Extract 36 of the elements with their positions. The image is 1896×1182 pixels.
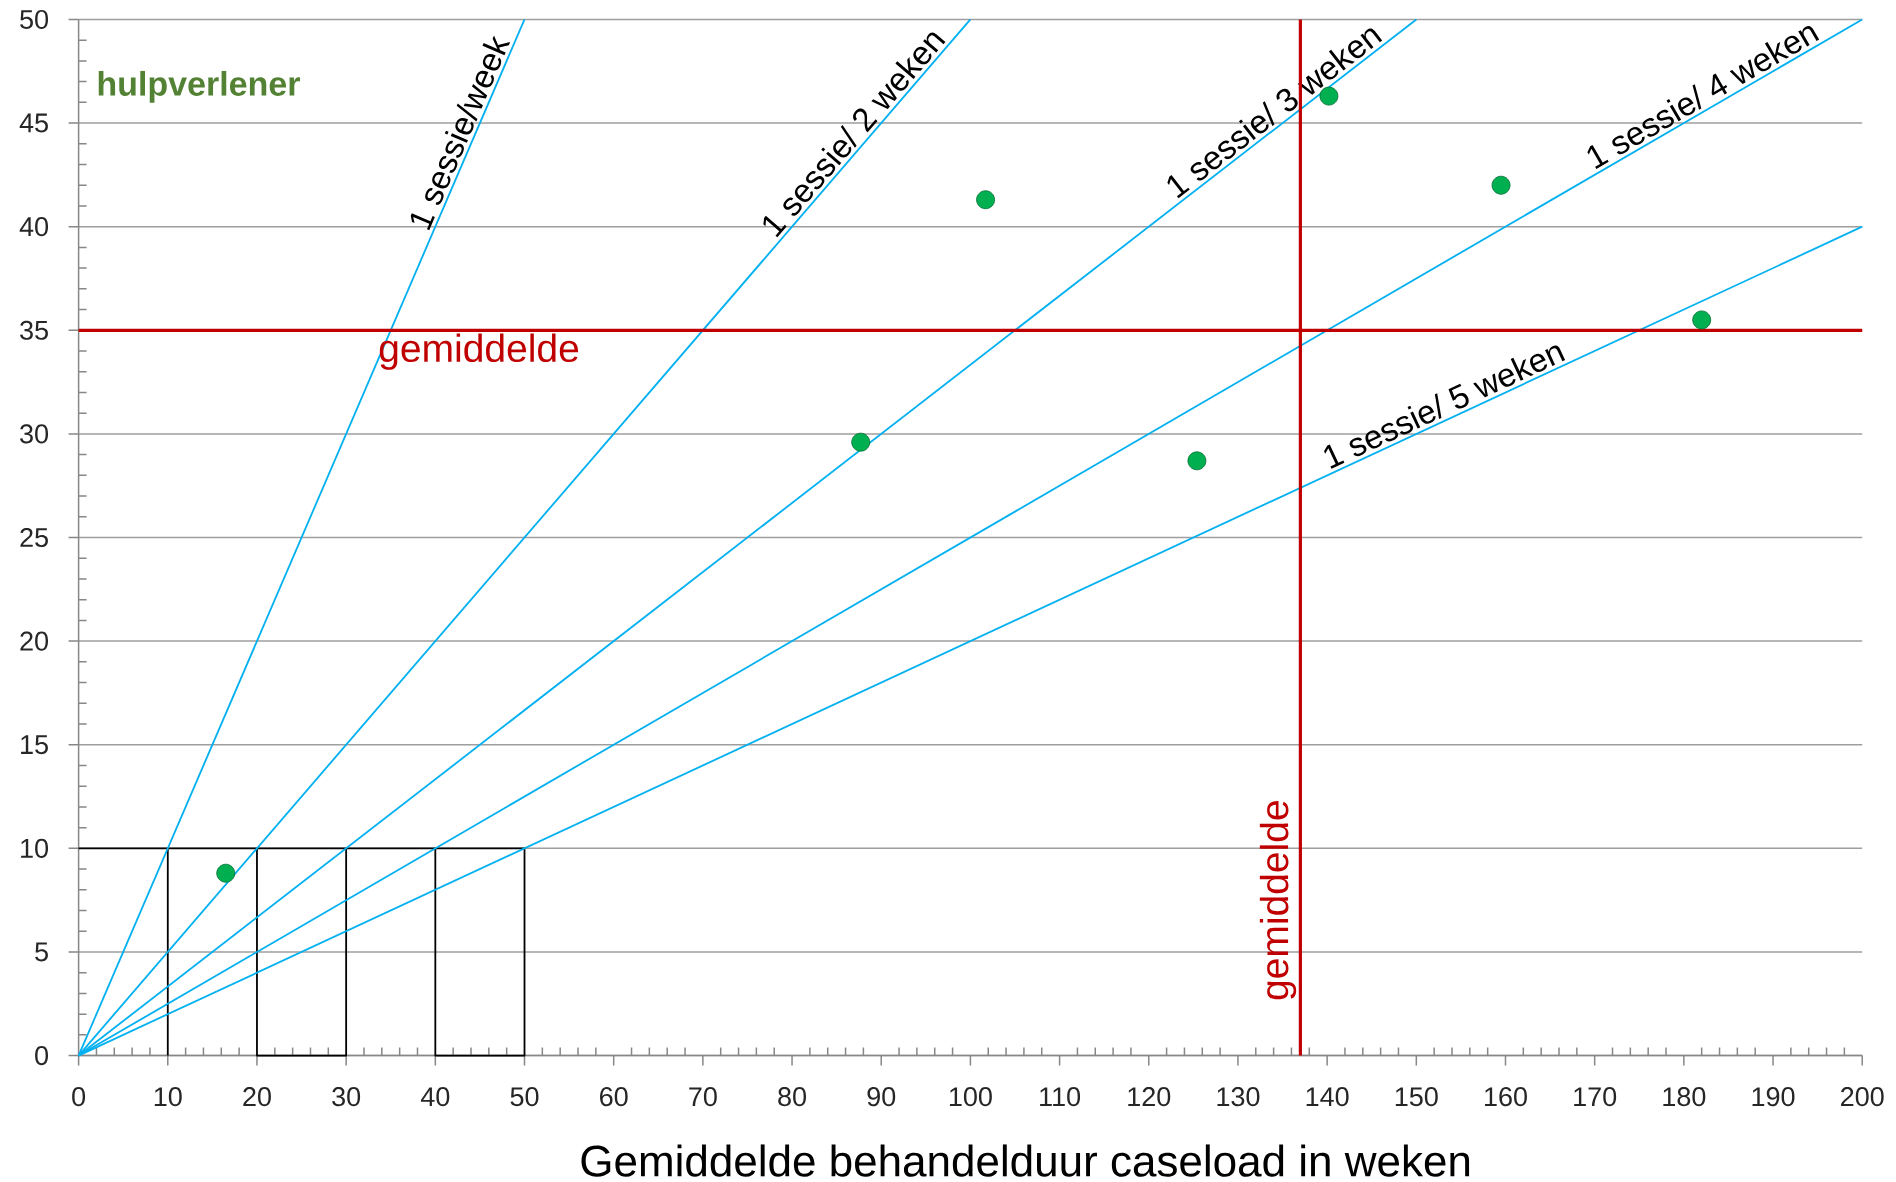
x-tick-label: 20 bbox=[243, 1087, 271, 1107]
x-tick-label: 120 bbox=[1128, 1087, 1171, 1107]
x-tick-label: 60 bbox=[600, 1087, 628, 1107]
ref-line-label: gemiddelde bbox=[1259, 801, 1297, 1000]
y-tick-label: 35 bbox=[20, 320, 48, 340]
y-tick-label: 10 bbox=[21, 838, 49, 858]
y-tick-label: 20 bbox=[20, 631, 49, 651]
x-tick-label: 80 bbox=[778, 1087, 806, 1107]
x-tick-label: 200 bbox=[1841, 1087, 1884, 1107]
x-tick-label: 190 bbox=[1752, 1087, 1795, 1107]
y-tick-label: 30 bbox=[20, 424, 49, 444]
x-tick-label: 40 bbox=[420, 1087, 450, 1107]
x-tick-label: 10 bbox=[154, 1087, 182, 1107]
x-tick-label: 140 bbox=[1306, 1087, 1349, 1107]
y-tick-label: 45 bbox=[19, 113, 48, 133]
x-tick-label: 110 bbox=[1040, 1087, 1081, 1107]
x-tick-label: 0 bbox=[72, 1087, 86, 1107]
x-tick-label: 100 bbox=[949, 1087, 992, 1107]
x-axis-title: Gemiddelde behandelduur caseload in weken bbox=[581, 1144, 1470, 1177]
y-tick-label: 0 bbox=[35, 1046, 49, 1066]
x-tick-label: 160 bbox=[1485, 1087, 1527, 1107]
y-tick-label: 25 bbox=[20, 527, 48, 548]
x-tick-label: 90 bbox=[867, 1087, 896, 1107]
x-tick-label: 130 bbox=[1217, 1087, 1260, 1107]
y-tick-label: 40 bbox=[19, 217, 49, 237]
y-axis-title: hulpverlener bbox=[98, 70, 300, 103]
x-tick-label: 170 bbox=[1574, 1087, 1617, 1107]
y-tick-label: 15 bbox=[21, 735, 48, 755]
x-tick-label: 50 bbox=[510, 1087, 539, 1107]
x-tick-label: 150 bbox=[1395, 1087, 1438, 1107]
y-tick-label: 50 bbox=[20, 9, 49, 29]
x-tick-label: 30 bbox=[332, 1087, 361, 1107]
ref-line-label: gemiddelde bbox=[379, 333, 579, 370]
x-tick-label: 70 bbox=[689, 1087, 717, 1107]
x-tick-label: 180 bbox=[1663, 1087, 1706, 1107]
y-tick-label: 5 bbox=[35, 942, 48, 962]
